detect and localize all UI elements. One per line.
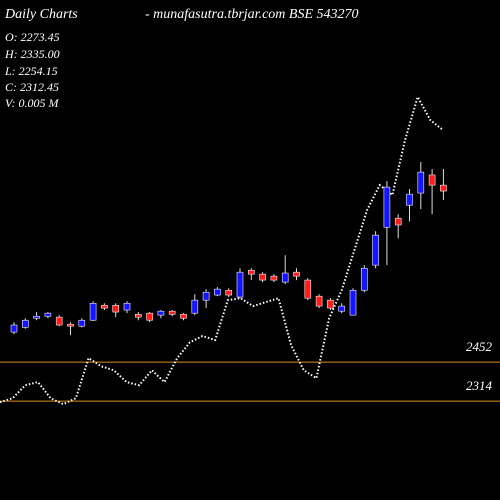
candle-body <box>225 289 232 296</box>
candle-body <box>372 234 379 266</box>
candle-body <box>135 314 142 318</box>
chart-subtitle: - munafasutra.tbrjar.com BSE 543270 <box>145 7 359 22</box>
candle-body <box>394 217 402 226</box>
candle-body <box>236 271 244 298</box>
level-label: 2452 <box>466 339 493 354</box>
chart-title: Daily Charts <box>4 7 78 22</box>
candle-body <box>89 302 97 321</box>
level-label: 2314 <box>466 378 493 393</box>
candle-body <box>157 310 165 316</box>
candle-body <box>78 319 86 327</box>
candle-body <box>360 267 368 291</box>
candle-body <box>112 304 119 313</box>
candle-body <box>191 299 199 314</box>
candle-body <box>67 323 74 327</box>
candle-body <box>428 174 436 186</box>
indicator-line <box>0 94 444 406</box>
candle-body <box>327 299 334 309</box>
candle-body <box>270 275 278 281</box>
candle-body <box>248 269 255 275</box>
candle-body <box>383 186 391 228</box>
candle-body <box>349 289 357 316</box>
candle-body <box>214 288 221 296</box>
candle-body <box>123 302 131 311</box>
candle-body <box>440 184 447 192</box>
candle-body <box>259 273 266 281</box>
candle-body <box>406 193 413 206</box>
candle-body <box>338 305 346 312</box>
candle-body <box>168 310 176 315</box>
candle-body <box>101 304 108 309</box>
info-open: O: 2273.45 <box>5 30 60 44</box>
candle-body <box>417 171 425 194</box>
candle-body <box>10 324 18 333</box>
candle-body <box>281 272 289 283</box>
info-low: L: 2254.15 <box>4 64 58 78</box>
info-volume: V: 0.005 M <box>5 96 60 110</box>
candle-body <box>304 279 312 299</box>
candle-body <box>293 271 300 277</box>
candle-body <box>180 314 187 319</box>
info-close: C: 2312.45 <box>5 80 59 94</box>
candle-body <box>146 312 153 321</box>
candle-body <box>33 315 40 319</box>
candle-body <box>202 291 210 301</box>
candle-body <box>55 316 63 326</box>
info-high: H: 2335.00 <box>4 47 60 61</box>
candle-body <box>44 312 52 317</box>
candle-body <box>21 319 29 328</box>
candle-body <box>315 295 323 307</box>
